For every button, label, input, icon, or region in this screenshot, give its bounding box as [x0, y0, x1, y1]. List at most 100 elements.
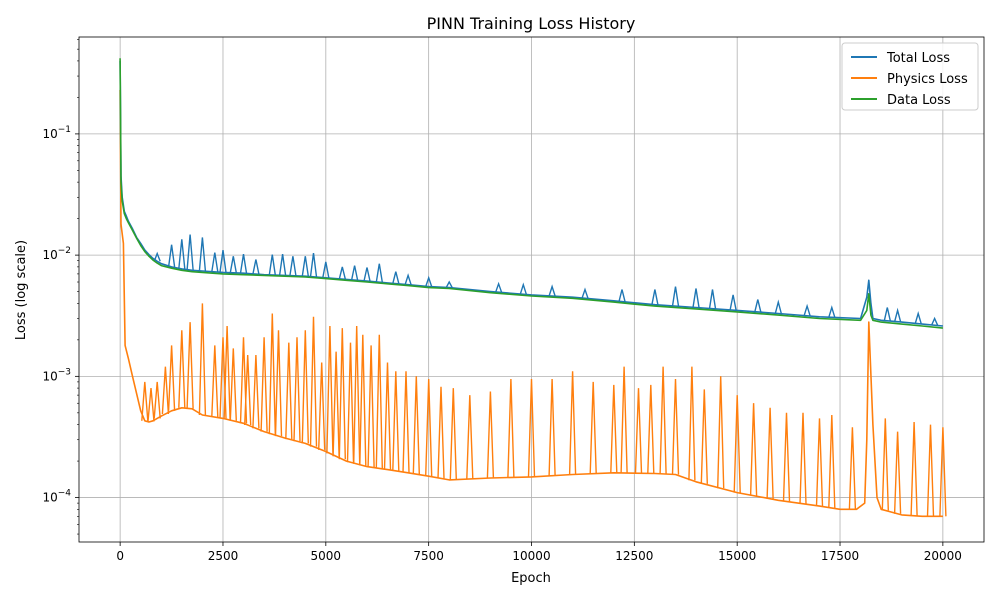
series-spike	[425, 378, 433, 477]
series-spike	[219, 250, 227, 273]
series-spike	[749, 403, 758, 496]
x-tick-label: 15000	[718, 549, 756, 563]
series-spike	[278, 254, 287, 276]
series-spike	[527, 378, 536, 477]
series-spike	[147, 388, 155, 422]
series-spike	[729, 294, 737, 311]
series-spike	[309, 316, 318, 447]
series-spike	[733, 395, 741, 493]
x-tick-label: 10000	[512, 549, 550, 563]
series-spike	[519, 282, 527, 295]
series-spike	[211, 252, 219, 272]
series-spike	[717, 376, 725, 489]
series-spike	[548, 378, 556, 476]
series-spike	[153, 381, 161, 419]
series-spike	[449, 388, 457, 480]
series-spike	[318, 362, 326, 450]
series-spike	[252, 354, 260, 429]
series-spike	[494, 281, 503, 293]
series-spike	[363, 267, 371, 282]
series-spike	[412, 376, 420, 475]
x-tick-label: 7500	[413, 549, 444, 563]
series-spike	[634, 388, 643, 474]
series-spike	[548, 284, 556, 297]
x-tick-label: 12500	[615, 549, 653, 563]
y-tick-label: 10−2	[42, 246, 71, 262]
series-spike	[322, 261, 330, 278]
series-spike	[620, 366, 628, 474]
series-line-physics-loss	[119, 89, 943, 518]
series-spike	[178, 330, 186, 408]
series-spike	[326, 325, 334, 454]
series-line-total-loss	[119, 60, 943, 327]
series-spike	[167, 345, 176, 411]
legend-label: Physics Loss	[887, 72, 968, 87]
series-spike	[618, 289, 626, 302]
legend: Total Loss Physics Loss Data Loss	[841, 42, 979, 111]
series-spike	[392, 371, 400, 471]
series-spike	[766, 407, 774, 499]
y-tick-label: 10−3	[42, 367, 71, 383]
series-spike	[883, 307, 891, 321]
series-spike	[285, 342, 293, 440]
y-axis: 10−4 10−3 10−2 10−1	[42, 39, 79, 535]
series-spike	[828, 414, 836, 509]
series-spike	[244, 354, 252, 426]
series-spike	[647, 384, 655, 474]
series-spike	[338, 328, 346, 460]
series-spike	[293, 337, 301, 442]
series-spike	[198, 303, 207, 416]
legend-box	[841, 42, 979, 111]
x-tick-label: 17500	[821, 549, 859, 563]
series-spike	[926, 424, 935, 517]
series-spike	[782, 412, 791, 502]
series-spike	[688, 366, 696, 481]
series-spike	[815, 418, 824, 507]
chart-title: PINN Training Loss History	[427, 14, 636, 33]
series-spike	[260, 337, 268, 432]
series-spike	[700, 389, 708, 484]
series-spike	[425, 275, 433, 287]
series-spike	[375, 334, 383, 469]
series-spike	[211, 345, 219, 418]
series-spike	[309, 253, 318, 277]
series-spike	[289, 256, 297, 276]
series-spike	[848, 427, 857, 510]
series-spike	[383, 362, 392, 470]
series-spike	[301, 330, 309, 444]
series-spike	[659, 366, 667, 474]
series-spike	[350, 265, 359, 281]
series-spike	[939, 427, 947, 517]
series-spike	[803, 303, 811, 317]
series-spike	[914, 311, 922, 324]
series-spike	[671, 378, 680, 475]
series-spike	[610, 384, 618, 473]
x-tick-label: 5000	[311, 549, 342, 563]
series-spike	[437, 386, 445, 479]
series-spike	[167, 244, 176, 267]
series-spike	[268, 254, 276, 276]
series-spike	[881, 418, 889, 511]
series-spike	[161, 366, 170, 415]
series-spike	[568, 371, 577, 475]
series-spike	[229, 348, 237, 421]
x-tick-label: 0	[116, 549, 124, 563]
series-spike	[141, 381, 149, 421]
series-spike	[507, 378, 515, 478]
series-spike	[178, 239, 186, 269]
legend-label: Data Loss	[887, 93, 951, 108]
series-spike	[274, 330, 283, 437]
series-spike	[186, 322, 194, 409]
series-spike	[375, 263, 383, 283]
series-spike	[268, 313, 276, 435]
series-spike	[301, 256, 309, 277]
series-spike	[445, 280, 453, 288]
legend-label: Total Loss	[886, 51, 950, 66]
y-tick-label: 10−1	[42, 125, 71, 141]
series-spike	[893, 307, 902, 322]
series-spike	[466, 395, 474, 479]
y-tick-label: 10−4	[42, 489, 71, 505]
series-spike	[186, 234, 194, 271]
series-spike	[153, 251, 161, 262]
